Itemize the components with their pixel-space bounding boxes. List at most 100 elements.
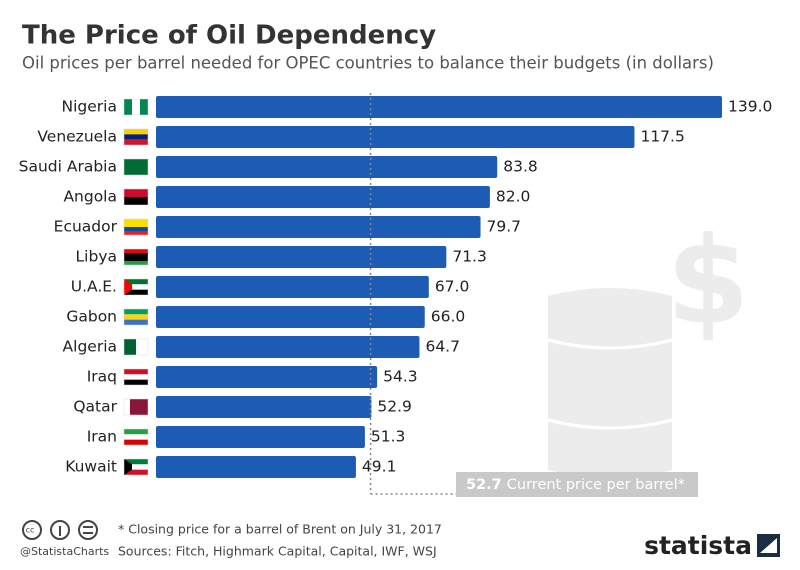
flag-stripe: [124, 231, 148, 235]
flag-stripe: [124, 399, 130, 415]
category-label: U.A.E.: [71, 278, 117, 296]
flag-stripe: [136, 399, 142, 415]
bar: [156, 126, 635, 148]
flag-stripe: [124, 134, 148, 140]
bar: [156, 276, 429, 298]
bar: [156, 216, 481, 238]
flag-stripe: [124, 319, 148, 325]
flag-hoist: [124, 279, 132, 295]
chart-subtitle: Oil prices per barrel needed for OPEC co…: [22, 54, 714, 73]
flag-border: [123, 338, 149, 356]
flag-stripe: [124, 249, 148, 253]
category-label: Iran: [87, 428, 117, 446]
handle: @StatistaCharts: [20, 545, 109, 558]
value-label: 54.3: [383, 368, 418, 386]
flag-stripe: [124, 129, 148, 135]
category-label: Nigeria: [62, 98, 117, 116]
source: Sources: Fitch, Highmark Capital, Capita…: [118, 544, 437, 559]
flag-stripe: [124, 374, 148, 380]
flag-stripe: [140, 99, 148, 115]
flag-stripe: [124, 289, 148, 295]
flag-stripe: [124, 284, 148, 290]
value-label: 139.0: [728, 98, 772, 116]
flag-stripe: [136, 339, 148, 355]
flag-stripe: [124, 464, 148, 470]
flag-stripe: [124, 434, 148, 440]
bar: [156, 96, 723, 118]
footnote: * Closing price for a barrel of Brent on…: [118, 522, 442, 537]
bar: [156, 456, 356, 478]
category-label: Gabon: [66, 308, 117, 326]
flag-stripe: [124, 379, 148, 385]
flag-border: [123, 98, 149, 116]
value-label: 49.1: [362, 458, 397, 476]
flag-stripe: [124, 99, 132, 115]
annotation-label: Current price per barrel*: [507, 477, 685, 493]
value-label: 64.7: [425, 338, 460, 356]
category-label: Libya: [76, 248, 117, 266]
value-label: 71.3: [452, 248, 487, 266]
flag-stripe: [124, 227, 148, 231]
license-icons: [22, 520, 98, 540]
flag-stripe: [124, 339, 136, 355]
flag-stripe: [124, 253, 148, 257]
flag-border: [123, 218, 149, 236]
plot: Nigeria 139.0 Venezuela 117.5 Saudi Arabia 83…: [19, 93, 772, 497]
flag-border: [123, 278, 149, 296]
value-label: 51.3: [371, 428, 406, 446]
bar: [156, 156, 498, 178]
flag-stripe: [124, 197, 148, 205]
flag-stripe: [124, 219, 148, 223]
flag-stripe: [124, 314, 148, 320]
barrel-hoops: [547, 338, 673, 430]
flag-stripe: [124, 459, 148, 465]
flag-border: [123, 428, 149, 446]
category-label: Angola: [63, 188, 117, 206]
flag-stripe: [142, 399, 148, 415]
flag-stripe: [124, 429, 148, 435]
flag-stripe: [124, 369, 148, 375]
value-label: 83.8: [503, 158, 538, 176]
category-label: Iraq: [87, 368, 117, 386]
flag-border: [123, 398, 149, 416]
value-label: 52.9: [377, 398, 412, 416]
flag-border: [123, 458, 149, 476]
flag-hoist: [124, 459, 132, 475]
bar: [156, 186, 490, 208]
category-label: Saudi Arabia: [19, 158, 117, 176]
bar: [156, 426, 365, 448]
flag-stripe: [124, 257, 148, 261]
flag-stripe: [124, 469, 148, 475]
cc-icon-text: cc: [26, 526, 35, 535]
bar: [156, 306, 425, 328]
flag-stripe: [124, 439, 148, 445]
value-label: 67.0: [435, 278, 470, 296]
flag-stripe: [124, 189, 148, 197]
flag-border: [123, 248, 149, 266]
flag-stripe: [132, 99, 140, 115]
annotation-value: 52.7: [466, 477, 502, 493]
flag-stripe: [124, 309, 148, 315]
flag-border: [123, 158, 149, 176]
flag-border: [123, 308, 149, 326]
value-label: 79.7: [487, 218, 522, 236]
bar: [156, 396, 372, 418]
flag-border: [123, 128, 149, 146]
flag-stripe: [124, 261, 148, 265]
brand: statista: [644, 531, 752, 560]
flag-border: [123, 188, 149, 206]
flag-stripe: [124, 139, 148, 145]
value-label: 66.0: [431, 308, 466, 326]
category-label: Venezuela: [37, 128, 117, 146]
annotation: 52.7 Current price per barrel*: [466, 477, 685, 493]
category-label: Ecuador: [54, 218, 118, 236]
flag-stripe: [124, 279, 148, 285]
flag-stripe: [130, 399, 136, 415]
brand-logo: [757, 534, 780, 557]
annotation-box: [456, 472, 698, 497]
flag-stripe: [124, 223, 148, 227]
dollar-sign: $: [666, 213, 750, 352]
bar: [156, 246, 447, 268]
flag-stripe: [124, 159, 148, 175]
barrel-illustration: $: [548, 213, 750, 478]
